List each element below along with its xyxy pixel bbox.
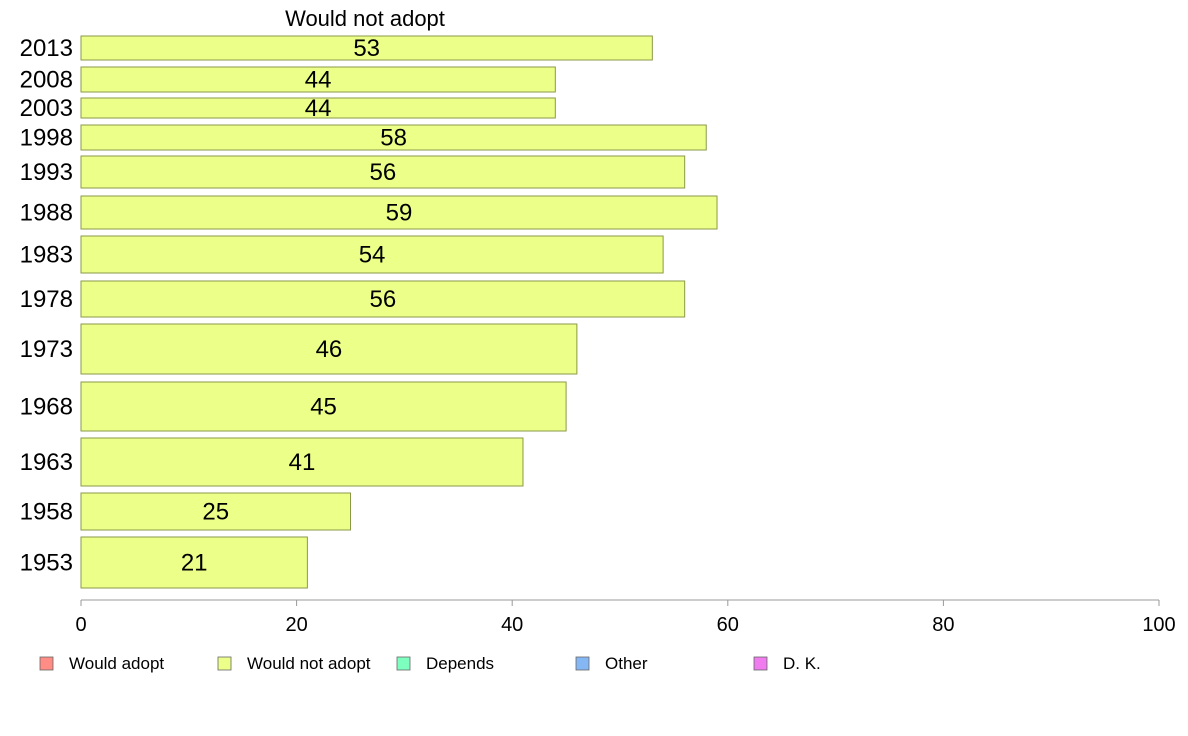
value-label-1968: 45 bbox=[310, 394, 337, 421]
value-label-1988: 59 bbox=[386, 200, 413, 227]
bar-1958 bbox=[80, 492, 351, 531]
value-label-1978: 56 bbox=[369, 286, 396, 313]
legend-swatch-would-adopt bbox=[39, 656, 54, 671]
category-label-1968: 1968 bbox=[20, 394, 73, 421]
x-tick-label-80: 80 bbox=[932, 614, 954, 636]
legend-label-other: Other bbox=[605, 654, 648, 673]
legend-swatch-other bbox=[575, 656, 590, 671]
x-tick-label-0: 0 bbox=[75, 614, 86, 636]
category-label-1953: 1953 bbox=[20, 550, 73, 577]
category-label-1963: 1963 bbox=[20, 449, 73, 476]
category-label-2008: 2008 bbox=[20, 67, 73, 94]
bar-1998 bbox=[80, 124, 707, 151]
value-label-1998: 58 bbox=[380, 125, 407, 152]
category-label-1998: 1998 bbox=[20, 125, 73, 152]
bar-2008 bbox=[80, 66, 556, 93]
category-label-1978: 1978 bbox=[20, 286, 73, 313]
bar-2003 bbox=[80, 97, 556, 119]
category-label-1988: 1988 bbox=[20, 200, 73, 227]
x-tick-label-20: 20 bbox=[285, 614, 307, 636]
category-label-1993: 1993 bbox=[20, 159, 73, 186]
legend-label-d-k: D. K. bbox=[783, 654, 821, 673]
bar-1988 bbox=[80, 195, 718, 230]
bar-1983 bbox=[80, 235, 664, 274]
bar-1968 bbox=[80, 381, 567, 432]
bar-1963 bbox=[80, 437, 524, 487]
x-tick-label-60: 60 bbox=[717, 614, 739, 636]
value-label-1958: 25 bbox=[202, 499, 229, 526]
bar-1953 bbox=[80, 536, 308, 589]
value-label-1993: 56 bbox=[369, 159, 396, 186]
category-label-1973: 1973 bbox=[20, 336, 73, 363]
legend-swatch-would-not-adopt bbox=[217, 656, 232, 671]
category-label-2013: 2013 bbox=[20, 35, 73, 62]
legend-swatch-d-k bbox=[753, 656, 768, 671]
legend-label-depends: Depends bbox=[426, 654, 494, 673]
bar-1993 bbox=[80, 155, 686, 189]
bar-2013 bbox=[80, 35, 653, 61]
value-label-2003: 44 bbox=[305, 95, 332, 122]
legend-swatch-depends bbox=[396, 656, 411, 671]
category-label-1958: 1958 bbox=[20, 499, 73, 526]
value-label-1973: 46 bbox=[316, 336, 343, 363]
chart-title: Would not adopt bbox=[285, 6, 445, 31]
legend-label-would-not-adopt: Would not adopt bbox=[247, 654, 371, 673]
category-label-2003: 2003 bbox=[20, 95, 73, 122]
value-label-1963: 41 bbox=[289, 449, 316, 476]
value-label-1953: 21 bbox=[181, 550, 208, 577]
x-tick-label-100: 100 bbox=[1142, 614, 1175, 636]
value-label-2013: 53 bbox=[353, 35, 380, 62]
x-tick-label-40: 40 bbox=[501, 614, 523, 636]
value-label-1983: 54 bbox=[359, 242, 386, 269]
bar-1978 bbox=[80, 280, 686, 318]
bar-1973 bbox=[80, 323, 578, 375]
value-label-2008: 44 bbox=[305, 67, 332, 94]
category-label-1983: 1983 bbox=[20, 242, 73, 269]
legend-label-would-adopt: Would adopt bbox=[69, 654, 164, 673]
